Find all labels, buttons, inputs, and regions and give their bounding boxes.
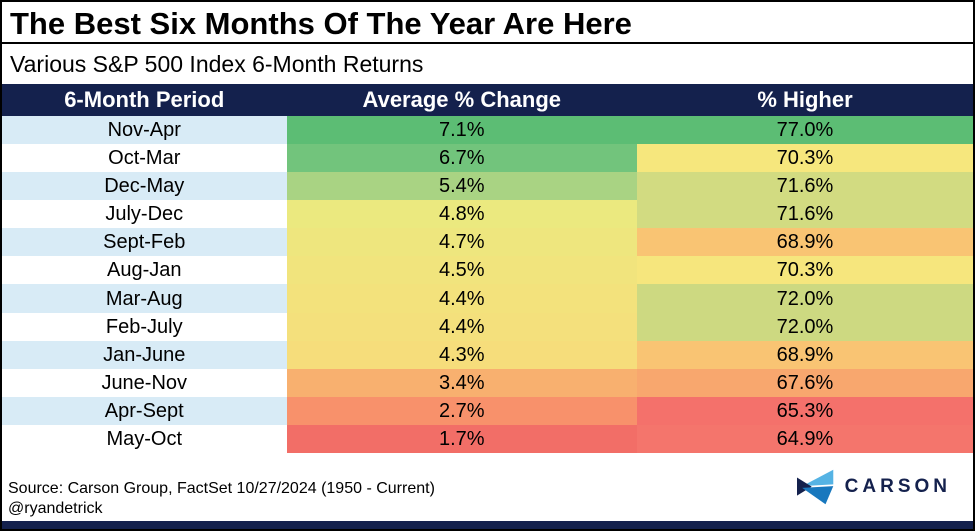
page-subtitle: Various S&P 500 Index 6-Month Returns [10, 51, 424, 77]
table-row: Aug-Jan 4.5% 70.3% [2, 256, 973, 285]
avg-change-cell: 4.5% [286, 256, 638, 285]
period-cell: June-Nov [2, 368, 287, 397]
table-row: Mar-Aug 4.4% 72.0% [2, 284, 973, 313]
table-row: July-Dec 4.8% 71.6% [2, 200, 973, 229]
pct-higher-cell: 68.9% [637, 340, 973, 369]
avg-change-cell: 3.4% [286, 368, 638, 397]
avg-change-cell: 6.7% [286, 144, 638, 173]
period-cell: Nov-Apr [2, 116, 287, 145]
avg-change-cell: 4.8% [286, 200, 638, 229]
pct-higher-cell: 71.6% [637, 172, 973, 201]
pct-higher-cell: 68.9% [637, 228, 973, 257]
pct-higher-cell: 72.0% [637, 284, 973, 313]
avg-change-cell: 4.7% [286, 228, 638, 257]
table-row: Jan-June 4.3% 68.9% [2, 340, 973, 369]
source-text: Source: Carson Group, FactSet 10/27/2024… [8, 480, 435, 497]
table-row: Oct-Mar 6.7% 70.3% [2, 144, 973, 173]
pct-higher-cell: 70.3% [637, 256, 973, 285]
column-header-avg-change: Average % Change [362, 87, 561, 112]
column-header-pct-higher: % Higher [757, 87, 853, 112]
carson-logo: CARSON [796, 453, 973, 521]
table-row: Feb-July 4.4% 72.0% [2, 312, 973, 341]
carson-chevron-icon [796, 469, 835, 505]
period-cell: Sept-Feb [2, 228, 287, 257]
pct-higher-cell: 72.0% [637, 312, 973, 341]
avg-change-cell: 5.4% [286, 172, 638, 201]
author-handle: @ryandetrick [8, 500, 103, 517]
table-row: Sept-Feb 4.7% 68.9% [2, 228, 973, 257]
period-cell: Jan-June [2, 340, 287, 369]
table-header: 6-Month Period Average % Change % Higher [2, 84, 973, 116]
pct-higher-cell: 71.6% [637, 200, 973, 229]
avg-change-cell: 4.4% [286, 284, 638, 313]
period-cell: Mar-Aug [2, 284, 287, 313]
table-row: Nov-Apr 7.1% 77.0% [2, 116, 973, 145]
period-cell: May-Oct [2, 424, 287, 453]
pct-higher-cell: 77.0% [637, 116, 973, 145]
pct-higher-cell: 70.3% [637, 144, 973, 173]
avg-change-cell: 4.3% [286, 340, 638, 369]
period-cell: July-Dec [2, 200, 287, 229]
pct-higher-cell: 64.9% [637, 424, 973, 453]
table-row: June-Nov 3.4% 67.6% [2, 368, 973, 397]
period-cell: Dec-May [2, 172, 287, 201]
table-row: Apr-Sept 2.7% 65.3% [2, 396, 973, 425]
page-title: The Best Six Months Of The Year Are Here [10, 6, 632, 41]
period-cell: Feb-July [2, 312, 287, 341]
period-cell: Aug-Jan [2, 256, 287, 285]
table-row: Dec-May 5.4% 71.6% [2, 172, 973, 201]
pct-higher-cell: 65.3% [637, 396, 973, 425]
source-block: Source: Carson Group, FactSet 10/27/2024… [2, 453, 435, 521]
pct-higher-cell: 67.6% [637, 368, 973, 397]
avg-change-cell: 7.1% [286, 116, 638, 145]
avg-change-cell: 1.7% [286, 424, 638, 453]
title-divider [2, 42, 973, 44]
avg-change-cell: 2.7% [286, 396, 638, 425]
column-header-period: 6-Month Period [64, 87, 225, 112]
bottom-accent-bar [2, 521, 973, 529]
period-cell: Oct-Mar [2, 144, 287, 173]
carson-logo-text: CARSON [844, 476, 951, 497]
avg-change-cell: 4.4% [286, 312, 638, 341]
footer: Source: Carson Group, FactSet 10/27/2024… [2, 453, 973, 521]
period-cell: Apr-Sept [2, 396, 287, 425]
table-body: Nov-Apr 7.1% 77.0% Oct-Mar 6.7% 70.3% Dec-May 5… [2, 116, 973, 453]
table-row: May-Oct 1.7% 64.9% [2, 424, 973, 453]
